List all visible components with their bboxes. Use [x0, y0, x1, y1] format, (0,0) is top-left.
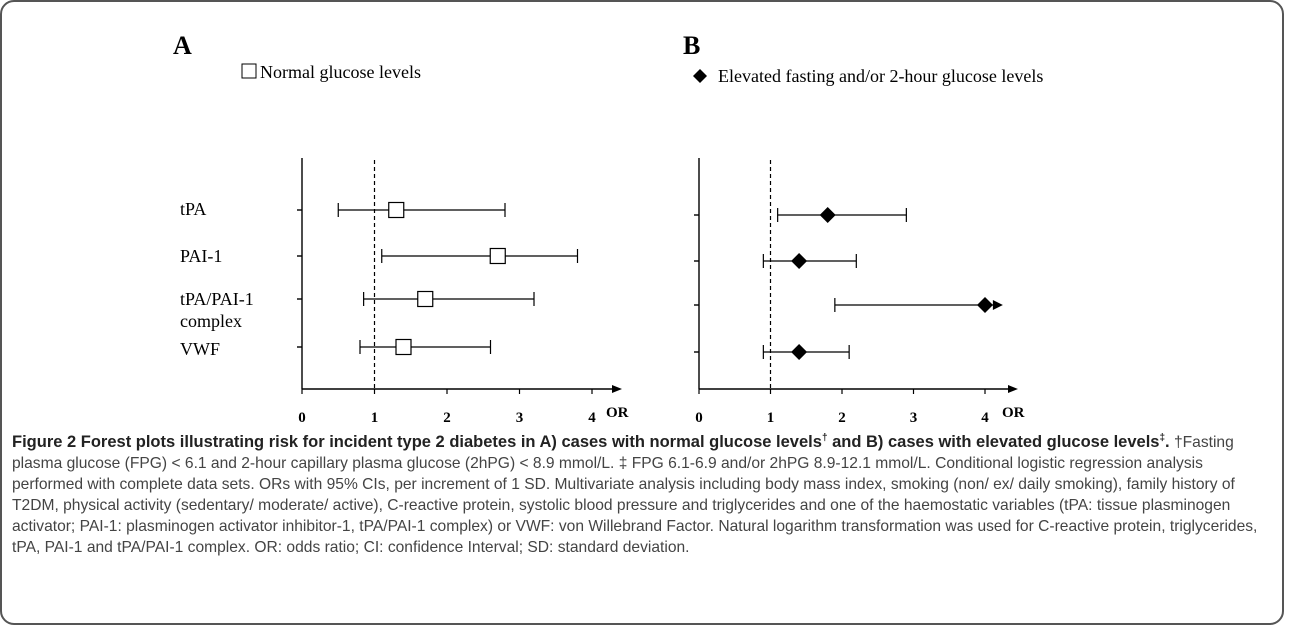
x-tick-label: 3 [516, 410, 524, 426]
caption-dagger: † [821, 432, 828, 444]
or-point [791, 253, 808, 269]
panel-a-row-label: tPA/PAI-1 [180, 289, 254, 309]
x-axis-arrowhead [1008, 385, 1018, 393]
or-point [395, 338, 412, 356]
panel-b-legend-label: Elevated fasting and/or 2-hour glucose l… [718, 66, 1043, 86]
x-axis-arrowhead [612, 385, 622, 393]
x-tick-label: 2 [443, 410, 451, 426]
x-tick-label: 0 [695, 410, 703, 426]
caption-body: †Fasting plasma glucose (FPG) < 6.1 and … [12, 434, 1258, 556]
x-tick-label: 2 [838, 410, 846, 426]
or-point [977, 297, 993, 313]
or-point [489, 247, 506, 265]
caption-title-part: and B) cases with elevated glucose level… [827, 433, 1160, 451]
caption-double-dagger: ‡ [1159, 432, 1166, 444]
x-axis-label: OR [606, 405, 629, 421]
x-tick-label: 1 [371, 410, 379, 426]
caption-title-part: . [1165, 433, 1170, 451]
panel-b-label: B [683, 31, 700, 60]
panel-a-label: A [173, 31, 192, 60]
panel-b-plot-area: 0 1 2 3 4 OR [694, 158, 1025, 426]
x-tick-label: 4 [981, 410, 989, 426]
x-tick-label: 0 [298, 410, 306, 426]
caption-title: Figure 2 Forest plots illustrating risk … [12, 433, 1170, 451]
panel-a-row-label: tPA [180, 199, 206, 219]
or-point [791, 344, 808, 360]
figure-caption: Figure 2 Forest plots illustrating risk … [12, 432, 1274, 558]
or-point [819, 207, 836, 223]
forest-plots-figure: A Normal glucose levels tPA PAI-1 tPA/PA… [173, 31, 1043, 426]
panel-a-row-label-line2: complex [180, 311, 242, 331]
x-tick-label: 4 [588, 410, 596, 426]
ci-upper-arrow [992, 300, 1003, 310]
x-axis-label: OR [1002, 405, 1025, 421]
or-point [417, 290, 434, 308]
panel-a-legend-label: Normal glucose levels [260, 62, 421, 82]
panel-a-row-label: VWF [180, 339, 220, 359]
panel-a-legend-marker [241, 63, 257, 79]
panel-b-legend-marker [693, 69, 707, 83]
panel-a-row-label: PAI-1 [180, 246, 222, 266]
panel-a: A Normal glucose levels tPA PAI-1 tPA/PA… [173, 31, 629, 426]
or-point [388, 201, 405, 219]
panel-b: B Elevated fasting and/or 2-hour glucose… [683, 31, 1043, 426]
caption-title-part: Figure 2 Forest plots illustrating risk … [12, 433, 822, 451]
x-tick-label: 1 [767, 410, 775, 426]
panel-a-plot-area: 0 1 2 3 4 OR [297, 158, 629, 426]
x-tick-label: 3 [910, 410, 918, 426]
